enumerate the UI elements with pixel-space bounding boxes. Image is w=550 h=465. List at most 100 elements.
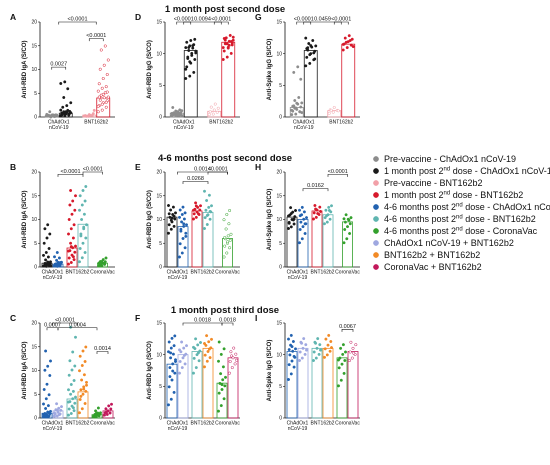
data-point xyxy=(67,400,70,404)
section-title-3: 1 month post third dose xyxy=(171,305,279,316)
p-value-label: 0.0094 xyxy=(194,17,211,23)
median-bar xyxy=(222,238,233,268)
data-point xyxy=(53,411,56,415)
data-point xyxy=(187,49,191,52)
data-point xyxy=(171,369,175,373)
data-point xyxy=(92,414,95,418)
p-value-label: <0.0001 xyxy=(55,318,75,324)
data-point xyxy=(80,256,84,260)
data-point xyxy=(79,394,83,398)
data-point xyxy=(104,407,108,411)
data-point xyxy=(203,353,207,357)
data-point xyxy=(180,213,184,216)
data-point xyxy=(167,204,170,207)
y-tick-label: 10 xyxy=(31,368,37,374)
data-point xyxy=(326,343,330,347)
data-point xyxy=(226,46,230,50)
category-label: ChAdOx1 nCoV-19 xyxy=(48,120,70,132)
data-point xyxy=(47,411,51,415)
p-value-label: <0.0001 xyxy=(331,17,351,23)
data-point xyxy=(228,209,232,212)
data-point xyxy=(182,217,186,221)
data-point xyxy=(99,411,102,415)
category-label: BNT162b2 xyxy=(311,421,335,427)
data-point xyxy=(329,108,333,112)
median-bar xyxy=(183,50,198,118)
data-point xyxy=(205,199,209,202)
median-bar xyxy=(347,351,359,419)
legend-marker xyxy=(373,264,379,270)
legend-marker xyxy=(373,168,379,174)
category-label-line: ChAdOx1 xyxy=(42,421,64,427)
data-point xyxy=(46,261,50,265)
data-point xyxy=(308,61,312,65)
data-point xyxy=(69,412,73,415)
legend: Pre-vaccine - ChAdOx1 nCoV-19 1 month pos… xyxy=(373,154,550,272)
data-point xyxy=(294,347,297,351)
data-point xyxy=(291,340,295,343)
data-point xyxy=(47,393,51,397)
data-point xyxy=(205,359,209,363)
data-point xyxy=(72,409,76,413)
data-point xyxy=(68,359,72,363)
legend-label: ChAdOx1 nCoV-19 + BNT162b2 xyxy=(384,238,514,248)
data-point xyxy=(323,216,327,220)
p-value-label: <0.0001 xyxy=(328,169,348,175)
category-label: CoronaVac xyxy=(215,270,240,276)
data-point xyxy=(300,356,304,360)
data-point xyxy=(312,217,315,221)
data-point xyxy=(82,212,86,216)
legend-label-text: Pre-vaccine - BNT162b2 xyxy=(384,178,483,188)
data-point xyxy=(303,222,307,226)
p-value-label: 0.0067 xyxy=(339,324,356,330)
data-point xyxy=(104,100,108,104)
data-point xyxy=(55,402,59,406)
y-tick-label: 0 xyxy=(34,115,37,121)
p-value-label: <0.0001 xyxy=(86,33,106,39)
data-point xyxy=(305,216,308,220)
category-label-line: CoronaVac xyxy=(335,421,360,427)
data-point xyxy=(185,344,188,348)
data-point xyxy=(181,356,185,360)
data-point xyxy=(232,346,236,350)
data-point xyxy=(289,206,293,210)
data-point xyxy=(67,113,71,117)
data-point xyxy=(348,350,352,354)
data-point xyxy=(171,352,175,356)
data-point xyxy=(180,109,184,113)
y-tick-label: 10 xyxy=(31,217,37,223)
data-point xyxy=(185,223,188,227)
legend-label-text: dose - BNT162b2 xyxy=(463,214,536,224)
data-point xyxy=(324,337,328,341)
data-point xyxy=(222,397,226,401)
data-point xyxy=(290,113,294,117)
data-point xyxy=(46,223,50,227)
y-axis-label: Anti-RBD IgG (S/CO) xyxy=(147,341,153,400)
data-point xyxy=(290,108,294,112)
data-point xyxy=(69,383,73,386)
significance-bracket xyxy=(182,181,209,184)
legend-marker xyxy=(373,240,379,246)
panel-letter-f: F xyxy=(135,313,140,323)
data-point xyxy=(169,356,173,360)
data-point xyxy=(196,351,200,355)
data-point xyxy=(317,352,321,356)
legend-label-text: 4-6 months post 2 xyxy=(384,226,456,236)
data-point xyxy=(49,115,53,119)
median-bar xyxy=(341,43,356,118)
data-point xyxy=(287,214,290,218)
data-point xyxy=(184,231,188,235)
p-value-label: <0.0001 xyxy=(67,17,87,23)
data-point xyxy=(69,261,73,264)
data-point xyxy=(302,210,306,214)
significance-bracket xyxy=(221,322,234,326)
data-point xyxy=(210,337,213,341)
data-point xyxy=(347,218,351,222)
data-point xyxy=(174,211,177,215)
data-point xyxy=(207,340,211,344)
p-value-label: <0.0001 xyxy=(174,17,194,23)
data-point xyxy=(71,406,75,410)
data-point xyxy=(46,404,50,408)
category-label-line: nCoV-19 xyxy=(174,125,194,131)
